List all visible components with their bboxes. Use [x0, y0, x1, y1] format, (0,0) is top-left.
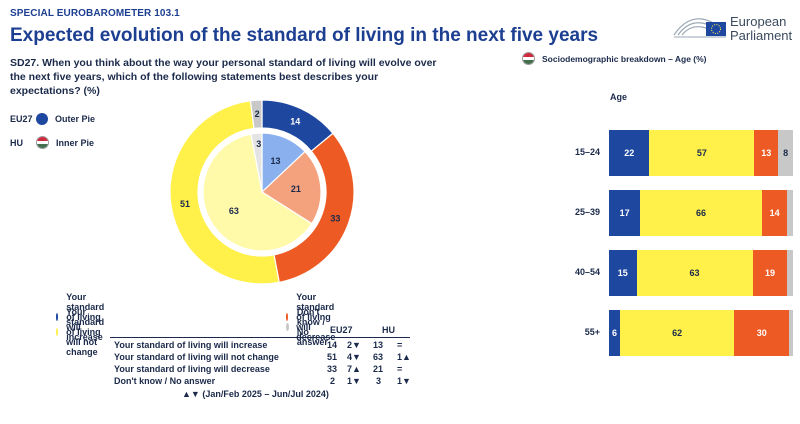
european-parliament-logo: European Parliament: [672, 13, 792, 45]
bar-segment-dont_know: [787, 250, 793, 296]
table-col-eu: EU27: [330, 325, 353, 335]
inner-pie-legend: HU Inner Pie: [10, 136, 94, 149]
bar-segment-not_change: 63: [636, 250, 753, 296]
outer-ring-label-increase: 14: [290, 116, 300, 126]
age-bar: 6 62 30: [609, 310, 793, 356]
bar-segment-not_change: 62: [620, 310, 735, 356]
table-cell-hu-change: =: [397, 364, 403, 374]
bar-segment-dont_know: 8: [778, 130, 793, 176]
table-cell-eu-change: 4▼: [347, 352, 361, 362]
legend-dont-know: Don't know / No answer: [286, 307, 333, 347]
table-cell-eu-change: 2▼: [347, 340, 361, 350]
legend-dont-know-label: Don't know / No answer: [296, 307, 328, 347]
age-bar: 17 66 14: [609, 190, 793, 236]
breakdown-title: Sociodemographic breakdown – Age (%): [542, 53, 707, 64]
inner-pie-label-dont_know: 3: [256, 139, 261, 149]
inner-pie-label-not_change: 63: [229, 206, 239, 216]
table-cell-hu: 21: [373, 364, 384, 374]
table-row-label: Your standard of living will not change: [114, 352, 279, 362]
bar-segment-not_change: 66: [640, 190, 762, 236]
legend-increase-label: Your standard of living will increase: [66, 292, 105, 342]
bar-segment-increase: 6: [609, 310, 621, 356]
table-cell-eu: 14: [327, 340, 338, 350]
age-label: 15–24: [574, 147, 600, 157]
outer-pie-code: EU27: [10, 114, 33, 124]
age-label: 25–39: [574, 207, 600, 217]
table-cell-hu-change: =: [397, 340, 403, 350]
outer-ring-slice-not_change: [170, 100, 280, 285]
legend-not-change: Your standard of living will not change: [56, 307, 110, 357]
table-row-label: Don't know / No answer: [114, 376, 216, 386]
bar-segment-decrease: 14: [761, 190, 788, 236]
report-kicker: SPECIAL EUROBAROMETER 103.1: [10, 8, 180, 19]
bar-segment-dont_know: [789, 310, 793, 356]
table-cell-eu: 33: [327, 364, 338, 374]
table-cell-eu-change: 1▼: [347, 376, 361, 386]
outer-ring-label-dont_know: 2: [255, 109, 260, 119]
bar-segment-increase: 22: [609, 130, 650, 176]
bar-segment-decrease: 19: [752, 250, 788, 296]
legend-increase-swatch: [56, 313, 59, 321]
legend-not-change-swatch: [56, 328, 59, 336]
bar-segment-not_change: 57: [649, 130, 755, 176]
bar-segment-decrease: 30: [734, 310, 790, 356]
breakdown-header: Sociodemographic breakdown – Age (%): [522, 52, 707, 65]
legend-increase: Your standard of living will increase: [56, 292, 110, 342]
table-cell-hu: 63: [373, 352, 384, 362]
table-cell-eu: 51: [327, 352, 338, 362]
logo-line-2: Parliament: [730, 28, 793, 43]
legend-dont-know-swatch: [286, 323, 289, 331]
table-divider: [110, 337, 410, 338]
inner-pie-code: HU: [10, 137, 23, 148]
donut-chart: 14 33 51 2 13 21 63 3: [170, 100, 355, 285]
outer-ring-label-decrease: 33: [330, 213, 340, 223]
legend-not-change-label: Your standard of living will not change: [66, 307, 105, 357]
table-cell-eu-change: 7▲: [347, 364, 361, 374]
survey-question: SD27. When you think about the way your …: [10, 57, 437, 97]
inner-pie-slice-dont_know: [250, 132, 263, 193]
table-row-label: Your standard of living will decrease: [114, 364, 270, 374]
page-title: Expected evolution of the standard of li…: [10, 25, 599, 46]
table-col-hu: HU: [382, 325, 395, 335]
age-bar: 15 63 19: [609, 250, 793, 296]
hungary-flag-icon: [522, 52, 535, 65]
outer-ring-label-not_change: 51: [180, 199, 190, 209]
table-cell-hu: 3: [376, 376, 382, 386]
inner-pie-label-decrease: 21: [291, 184, 301, 194]
table-row-label: Your standard of living will increase: [114, 340, 268, 350]
age-label: 40–54: [574, 267, 600, 277]
logo-line-1: European: [730, 14, 787, 29]
outer-pie-legend: EU27 Outer Pie: [10, 113, 95, 125]
inner-pie-slice-decrease: [261, 150, 322, 225]
legend-decrease-swatch: [286, 313, 289, 321]
eu-flag-icon: [36, 113, 48, 125]
age-label: 55+: [584, 327, 600, 337]
hungary-flag-icon: [36, 136, 49, 149]
parliament-emblem-icon: [673, 18, 726, 38]
inner-pie-label-increase: 13: [270, 156, 280, 166]
bar-segment-decrease: 13: [754, 130, 779, 176]
bar-segment-increase: 17: [609, 190, 641, 236]
age-bar: 22 57 13 8: [609, 130, 793, 176]
table-cell-hu: 13: [373, 340, 384, 350]
bar-segment-dont_know: [787, 190, 793, 236]
table-cell-eu: 2: [330, 376, 336, 386]
outer-pie-label: Outer Pie: [55, 114, 96, 124]
bar-segment-increase: 15: [609, 250, 637, 296]
table-note: ▲▼ (Jan/Feb 2025 – Jun/Jul 2024): [182, 389, 329, 399]
inner-pie-slice-not_change: [202, 133, 313, 252]
inner-pie-label: Inner Pie: [56, 137, 95, 148]
table-cell-hu-change: 1▲: [397, 352, 411, 362]
outer-ring-slice-dont_know: [249, 100, 263, 130]
table-cell-hu-change: 1▼: [397, 376, 411, 386]
age-axis-title: Age: [610, 92, 628, 102]
